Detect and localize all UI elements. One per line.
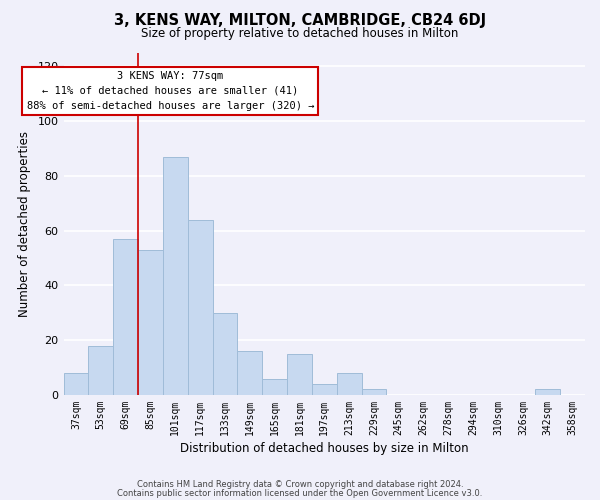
Bar bbox=[362, 390, 386, 395]
Bar bbox=[262, 378, 287, 395]
Bar bbox=[212, 313, 238, 395]
Text: 3, KENS WAY, MILTON, CAMBRIDGE, CB24 6DJ: 3, KENS WAY, MILTON, CAMBRIDGE, CB24 6DJ bbox=[114, 12, 486, 28]
Bar bbox=[337, 373, 362, 395]
Bar bbox=[238, 351, 262, 395]
Text: 3 KENS WAY: 77sqm
← 11% of detached houses are smaller (41)
88% of semi-detached: 3 KENS WAY: 77sqm ← 11% of detached hous… bbox=[26, 71, 314, 110]
Bar bbox=[312, 384, 337, 395]
Bar bbox=[163, 156, 188, 395]
Bar bbox=[287, 354, 312, 395]
Bar bbox=[535, 390, 560, 395]
Text: Contains HM Land Registry data © Crown copyright and database right 2024.: Contains HM Land Registry data © Crown c… bbox=[137, 480, 463, 489]
Text: Size of property relative to detached houses in Milton: Size of property relative to detached ho… bbox=[142, 28, 458, 40]
Bar bbox=[188, 220, 212, 395]
Bar bbox=[88, 346, 113, 395]
Text: Contains public sector information licensed under the Open Government Licence v3: Contains public sector information licen… bbox=[118, 488, 482, 498]
Bar bbox=[113, 239, 138, 395]
Bar bbox=[138, 250, 163, 395]
Bar bbox=[64, 373, 88, 395]
Y-axis label: Number of detached properties: Number of detached properties bbox=[17, 130, 31, 316]
X-axis label: Distribution of detached houses by size in Milton: Distribution of detached houses by size … bbox=[180, 442, 469, 455]
